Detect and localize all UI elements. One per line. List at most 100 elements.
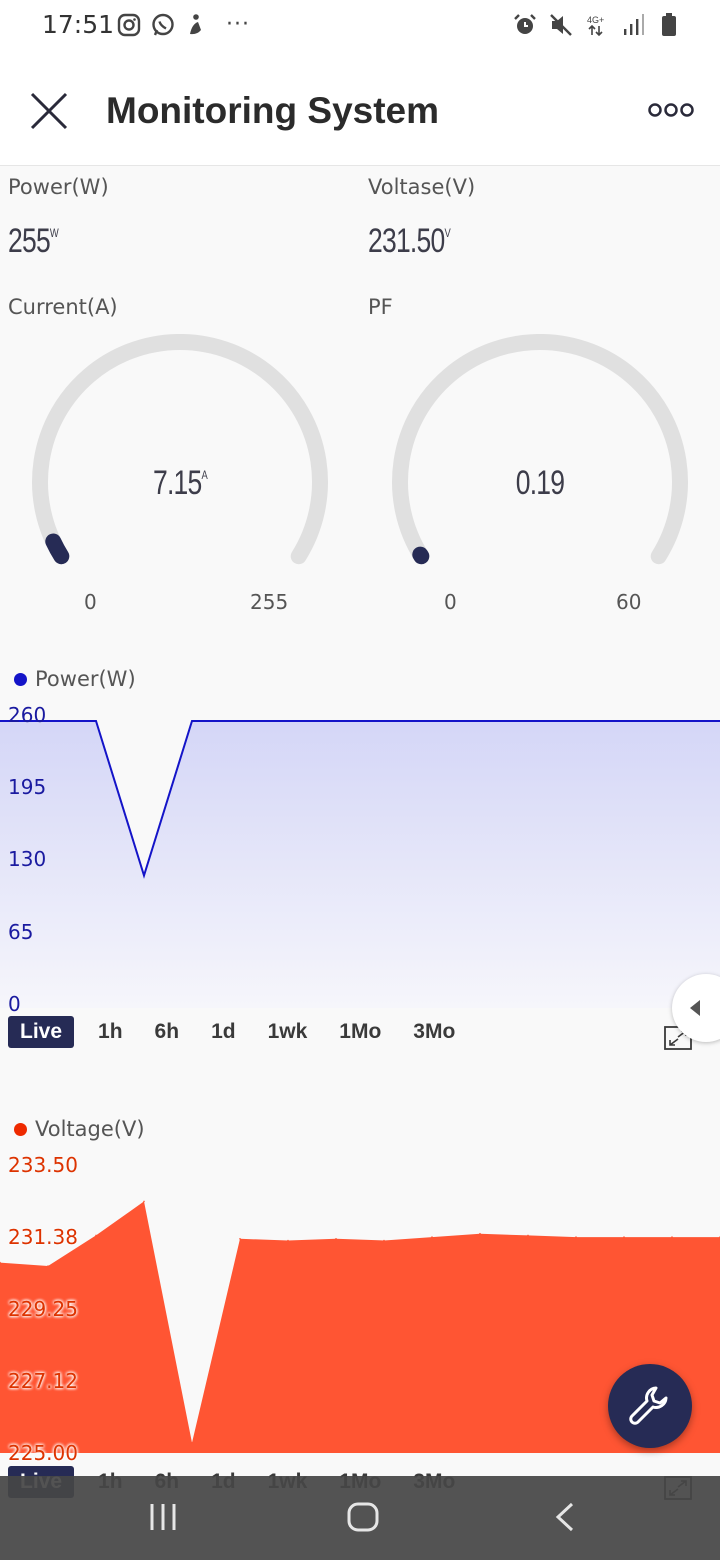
voltage-unit: V: [444, 226, 450, 240]
recent-apps-icon[interactable]: [148, 1500, 178, 1534]
voltage-data-point: [191, 1442, 193, 1444]
current-gauge-max: 255: [250, 590, 289, 614]
voltage-data-point: [671, 1236, 673, 1238]
power-unit: W: [49, 226, 59, 240]
voltage-data-point: [527, 1234, 529, 1237]
voltage-data-point: [431, 1236, 433, 1238]
current-gauge-arc: [32, 334, 328, 565]
voltage-data-point: [95, 1234, 97, 1237]
voltage-chart: [0, 1200, 720, 1453]
power-range-live[interactable]: Live: [8, 1016, 75, 1048]
voltage-ytick-4: 225.00: [8, 1441, 78, 1465]
power-range-3mo[interactable]: 3Mo: [413, 1020, 456, 1043]
power-data-point: [235, 720, 237, 722]
power-label: Power(W): [8, 175, 109, 199]
power-range-1h[interactable]: 1h: [98, 1020, 123, 1043]
page-title: Monitoring System: [106, 90, 440, 131]
voltage-legend-dot: [14, 1122, 27, 1136]
power-range-1wk[interactable]: 1wk: [267, 1020, 308, 1043]
instagram-icon: [117, 13, 141, 37]
voltage-data-point: [143, 1200, 145, 1203]
status-bar: 17:51 ··· 4G+: [0, 0, 720, 56]
pf-gauge-fill: [412, 546, 430, 565]
voltage-number: 231.50: [368, 222, 445, 260]
settings-fab-button[interactable]: [608, 1364, 692, 1448]
power-data-point: [323, 720, 325, 722]
voltage-chart-legend: Voltage(V): [14, 1117, 145, 1141]
current-gauge-number: 7.15: [153, 464, 202, 502]
pf-gauge-value: 0.19: [423, 464, 657, 503]
more-options-icon[interactable]: [648, 100, 694, 120]
power-data-point: [95, 720, 97, 722]
wrench-icon: [629, 1386, 668, 1425]
voltage-ytick-1: 231.38: [8, 1225, 78, 1249]
app-header: Monitoring System: [0, 56, 720, 166]
pf-gauge-max: 60: [616, 590, 642, 614]
power-data-point: [279, 720, 281, 722]
power-ytick-1: 195: [8, 775, 47, 799]
power-legend-dot: [14, 672, 27, 686]
voltage-legend-label: Voltage(V): [35, 1117, 145, 1141]
power-chart-legend: Power(W): [14, 667, 136, 691]
power-data-point: [455, 720, 457, 722]
power-data-point: [143, 874, 145, 877]
current-gauge-unit: A: [201, 468, 208, 482]
voltage-value: 231.50V: [368, 222, 451, 261]
power-data-point: [499, 720, 501, 722]
voltage-data-point: [287, 1239, 289, 1242]
side-panel-handle[interactable]: [672, 974, 720, 1042]
voltage-data-point: [479, 1232, 481, 1235]
home-icon[interactable]: [346, 1500, 380, 1534]
app-icon: [190, 14, 201, 35]
pf-gauge: 0.19 0 60: [390, 334, 710, 624]
power-range-6h[interactable]: 6h: [154, 1020, 180, 1043]
voltage-label: Voltase(V): [368, 175, 476, 199]
power-value: 255W: [8, 222, 59, 261]
current-gauge-fill: [45, 533, 70, 565]
power-chart: [0, 720, 720, 1008]
power-data-point: [543, 720, 545, 722]
voltage-data-point: [383, 1239, 385, 1242]
power-data-point: [587, 720, 589, 722]
mute-icon: [550, 14, 572, 36]
current-gauge-value: 7.15A: [63, 464, 297, 503]
power-range-1mo[interactable]: 1Mo: [339, 1020, 382, 1043]
pf-label: PF: [368, 295, 393, 319]
back-icon[interactable]: [552, 1500, 578, 1534]
voltage-data-point: [47, 1265, 49, 1267]
pf-gauge-number: 0.19: [515, 464, 565, 502]
voltage-data-point: [623, 1236, 625, 1238]
power-ytick-4: 0: [8, 992, 21, 1016]
current-gauge: 7.15A 0 255: [30, 334, 350, 624]
power-range-selector: Live 1h 6h 1d 1wk 1Mo 3Mo: [8, 1016, 479, 1048]
voltage-data-point: [239, 1238, 241, 1240]
system-nav-bar: [0, 1476, 720, 1560]
pf-gauge-arc: [392, 334, 688, 565]
power-series-line: [0, 720, 720, 879]
status-time: 17:51: [42, 10, 115, 39]
pf-gauge-track: [392, 334, 688, 565]
battery-icon: [662, 13, 676, 36]
alarm-icon: [514, 14, 536, 34]
power-number: 255: [8, 222, 51, 260]
power-data-point: [367, 720, 369, 722]
voltage-data-point: [575, 1236, 577, 1238]
power-ytick-3: 65: [8, 920, 34, 944]
power-data-point: [411, 720, 413, 722]
whatsapp-icon: [152, 13, 174, 36]
voltage-ytick-2: 229.25: [8, 1297, 78, 1321]
voltage-ytick-0: 233.50: [8, 1153, 78, 1177]
power-data-point: [675, 720, 677, 722]
power-ytick-0: 260: [8, 703, 47, 727]
power-series-area: [0, 721, 720, 1008]
voltage-ytick-3: 227.12: [8, 1369, 78, 1393]
svg-text:4G+: 4G+: [587, 15, 604, 25]
close-icon[interactable]: [28, 90, 70, 132]
current-gauge-min: 0: [84, 590, 97, 614]
more-notifications-icon: ···: [226, 12, 250, 37]
power-data-point: [191, 720, 193, 722]
power-range-1d[interactable]: 1d: [211, 1020, 236, 1043]
power-ytick-2: 130: [8, 847, 47, 871]
signal-icon: [624, 14, 644, 35]
power-legend-label: Power(W): [35, 667, 136, 691]
